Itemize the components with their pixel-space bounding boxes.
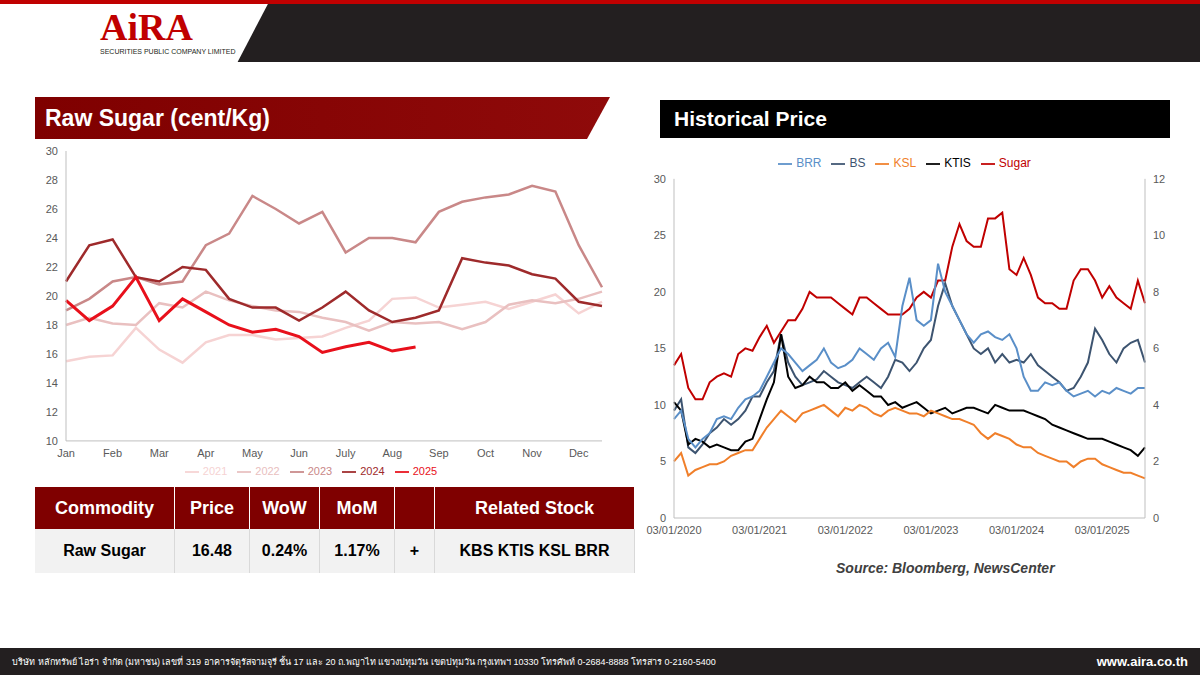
svg-text:5: 5 [660, 455, 666, 467]
html-text:2021: 2021 [202, 464, 228, 477]
html-text:2022: 2022 [255, 464, 280, 477]
svg-text:03/01/2022: 03/01/2022 [818, 524, 873, 536]
svg-text:14: 14 [46, 377, 58, 389]
html-text:2023: 2023 [307, 464, 333, 477]
html-text:0.24%: 0.24% [261, 542, 308, 559]
svg-text:12: 12 [1153, 173, 1165, 185]
html-text:AiRA: AiRA [100, 6, 193, 48]
svg-text:25: 25 [654, 229, 666, 241]
svg-text:Jan: Jan [57, 447, 75, 459]
svg-text:Sep: Sep [429, 447, 449, 459]
svg-text:Feb: Feb [103, 447, 122, 459]
svg-text:03/01/2024: 03/01/2024 [989, 524, 1044, 536]
html-text:บริษัท หลักทรัพย์ ไอร่า จำกัด: บริษัท หลักทรัพย์ ไอร่า จำกัด (มหาชน) เล… [12, 656, 716, 667]
html-text:2025: 2025 [412, 464, 438, 477]
svg-text:03/01/2020: 03/01/2020 [646, 524, 701, 536]
html-text:Source: Bloomberg, NewsCenter: Source: Bloomberg, NewsCenter [836, 560, 1055, 576]
svg-text:6: 6 [1153, 342, 1159, 354]
svg-text:0: 0 [1153, 512, 1159, 524]
html-text:WoW: WoW [262, 497, 307, 518]
svg-text:30: 30 [46, 145, 58, 157]
svg-text:03/01/2021: 03/01/2021 [732, 524, 787, 536]
svg-text:Nov: Nov [522, 447, 542, 459]
svg-text:28: 28 [46, 174, 58, 186]
svg-text:24: 24 [46, 232, 58, 244]
svg-text:22: 22 [46, 261, 58, 273]
svg-text:15: 15 [654, 342, 666, 354]
svg-text:18: 18 [46, 319, 58, 331]
svg-text:2: 2 [1153, 455, 1159, 467]
html-text:Price: Price [190, 497, 234, 518]
html-text:KBS KTIS KSL BRR: KBS KTIS KSL BRR [459, 542, 610, 559]
svg-text:0: 0 [660, 512, 666, 524]
html-text:KSL: KSL [893, 156, 917, 170]
svg-text:Jun: Jun [290, 447, 308, 459]
svg-text:Dec: Dec [569, 447, 589, 459]
html-text:BRR: BRR [796, 156, 822, 170]
svg-text:Oct: Oct [477, 447, 494, 459]
html-text:SECURITIES PUBLIC COMPANY LIMI: SECURITIES PUBLIC COMPANY LIMITED [100, 48, 236, 55]
svg-text:10: 10 [1153, 229, 1165, 241]
html-text:Historical Price: Historical Price [674, 107, 827, 130]
html-text:1.17%: 1.17% [334, 542, 380, 559]
svg-text:03/01/2023: 03/01/2023 [903, 524, 958, 536]
svg-text:12: 12 [46, 406, 58, 418]
svg-text:10: 10 [654, 399, 666, 411]
svg-text:10: 10 [46, 435, 58, 447]
svg-text:8: 8 [1153, 286, 1159, 298]
html-text:KTIS: KTIS [944, 156, 971, 170]
html-text:Raw Sugar: Raw Sugar [63, 542, 146, 559]
html-text:www.aira.co.th: www.aira.co.th [1096, 654, 1188, 669]
svg-text:July: July [336, 447, 356, 459]
svg-text:03/01/2025: 03/01/2025 [1075, 524, 1130, 536]
html-text:BS: BS [849, 156, 866, 170]
svg-text:May: May [242, 447, 263, 459]
svg-text:30: 30 [654, 173, 666, 185]
html-text:MoM: MoM [336, 497, 378, 518]
html-text:Commodity: Commodity [55, 497, 154, 518]
svg-text:Apr: Apr [197, 447, 214, 459]
svg-text:26: 26 [46, 203, 58, 215]
html-text:Raw Sugar (cent/Kg): Raw Sugar (cent/Kg) [45, 105, 270, 131]
html-text:Sugar: Sugar [998, 156, 1031, 170]
html-text:Related Stock: Related Stock [475, 497, 594, 518]
html-text:2024: 2024 [360, 464, 385, 477]
svg-text:Mar: Mar [150, 447, 169, 459]
svg-text:20: 20 [654, 286, 666, 298]
svg-text:4: 4 [1153, 399, 1159, 411]
svg-text:20: 20 [46, 290, 58, 302]
svg-text:Aug: Aug [382, 447, 402, 459]
svg-text:16: 16 [46, 348, 58, 360]
html-text:16.48: 16.48 [192, 542, 232, 559]
